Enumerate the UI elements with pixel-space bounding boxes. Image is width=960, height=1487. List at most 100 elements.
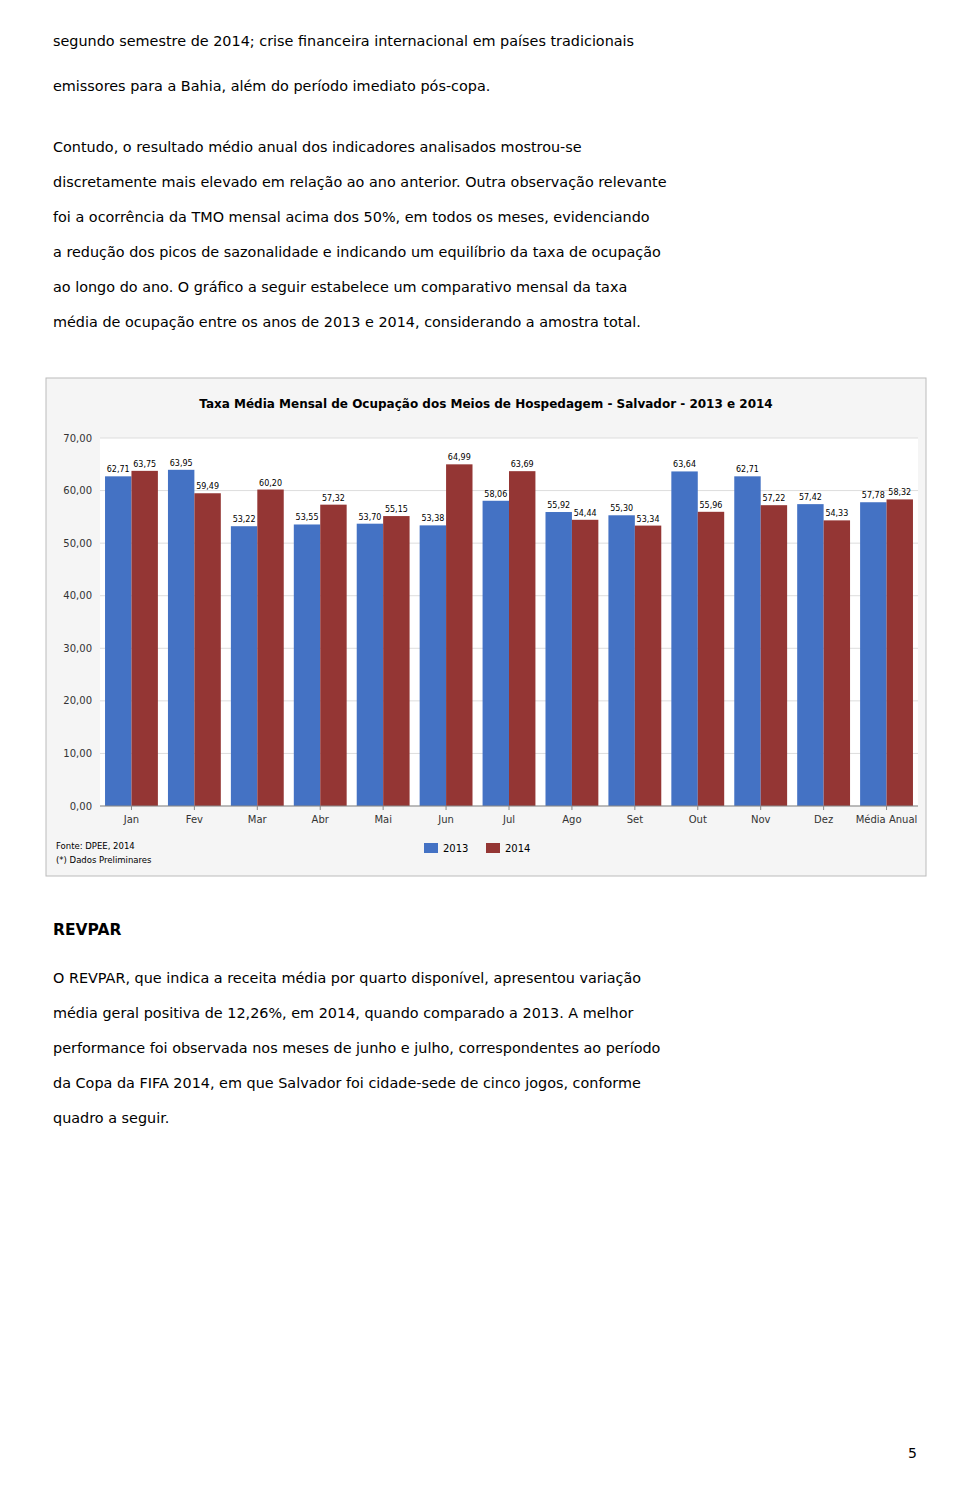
- body-text: foi a ocorrência da TMO mensal acima dos…: [53, 209, 650, 225]
- x-tick: [320, 806, 321, 810]
- x-tick: [634, 806, 635, 810]
- body-text: quadro a seguir.: [53, 1110, 169, 1126]
- data-label: 62,71: [107, 465, 130, 474]
- x-tick: [823, 806, 824, 810]
- section-heading: REVPAR: [53, 921, 121, 939]
- page-number: 5: [908, 1445, 917, 1461]
- bar: [483, 501, 509, 806]
- page: segundo semestre de 2014; crise financei…: [0, 0, 960, 1487]
- data-label: 57,78: [862, 491, 885, 500]
- data-label: 53,70: [358, 513, 381, 522]
- y-tick-label: 50,00: [63, 538, 92, 549]
- data-label: 55,30: [610, 504, 633, 513]
- y-tick-label: 10,00: [63, 748, 92, 759]
- plot-area: [100, 438, 918, 806]
- y-tick-label: 70,00: [63, 433, 92, 444]
- y-tick-label: 20,00: [63, 695, 92, 706]
- legend-swatch: [486, 843, 500, 853]
- x-tick: [509, 806, 510, 810]
- body-text: ao longo do ano. O gráfico a seguir esta…: [53, 279, 627, 295]
- bar: [797, 504, 823, 806]
- body-text: discretamente mais elevado em relação ao…: [53, 174, 667, 190]
- data-label: 59,49: [196, 482, 219, 491]
- x-tick: [446, 806, 447, 810]
- x-tick-label: Mar: [248, 814, 268, 825]
- x-tick: [383, 806, 384, 810]
- x-tick: [257, 806, 258, 810]
- legend-swatch: [424, 843, 438, 853]
- x-tick-label: Set: [627, 814, 644, 825]
- y-tick-label: 30,00: [63, 643, 92, 654]
- bar: [105, 476, 131, 806]
- bar: [357, 524, 383, 806]
- legend-label: 2014: [505, 843, 530, 854]
- data-label: 54,33: [825, 509, 848, 518]
- body-text: da Copa da FIFA 2014, em que Salvador fo…: [53, 1075, 641, 1091]
- x-tick: [131, 806, 132, 810]
- bar: [671, 471, 697, 806]
- data-label: 62,71: [736, 465, 759, 474]
- bar: [420, 525, 446, 806]
- x-tick: [194, 806, 195, 810]
- bar: [294, 524, 320, 806]
- grid-line: [100, 438, 918, 439]
- data-label: 54,44: [574, 509, 597, 518]
- body-text: média de ocupação entre os anos de 2013 …: [53, 314, 641, 330]
- data-label: 57,32: [322, 494, 345, 503]
- y-tick-label: 60,00: [63, 485, 92, 496]
- body-text: O REVPAR, que indica a receita média por…: [53, 970, 641, 986]
- bar: [383, 516, 409, 806]
- bar: [860, 502, 886, 806]
- x-tick-label: Abr: [312, 814, 330, 825]
- x-tick-label: Jan: [123, 814, 139, 825]
- data-label: 63,75: [133, 460, 156, 469]
- bar: [131, 471, 157, 806]
- x-tick: [697, 806, 698, 810]
- bar: [320, 505, 346, 806]
- data-label: 55,96: [700, 501, 723, 510]
- body-text: emissores para a Bahia, além do período …: [53, 78, 490, 94]
- x-tick: [886, 806, 887, 810]
- data-label: 64,99: [448, 453, 471, 462]
- x-tick-label: Jul: [502, 814, 515, 825]
- bar: [608, 515, 634, 806]
- chart-title: Taxa Média Mensal de Ocupação dos Meios …: [199, 397, 772, 411]
- source-note: (*) Dados Preliminares: [56, 855, 152, 865]
- x-tick-label: Nov: [751, 814, 771, 825]
- data-labels: 62,7163,9553,2253,5553,7053,3858,0655,92…: [107, 453, 911, 524]
- data-label: 60,20: [259, 479, 282, 488]
- x-tick-label: Jun: [437, 814, 454, 825]
- bar: [734, 476, 760, 806]
- data-label: 55,15: [385, 505, 408, 514]
- x-tick: [760, 806, 761, 810]
- data-label: 53,22: [233, 515, 256, 524]
- bar: [446, 464, 472, 806]
- legend-label: 2013: [443, 843, 468, 854]
- body-text: performance foi observada nos meses de j…: [53, 1040, 661, 1056]
- bar: [545, 512, 571, 806]
- y-tick-label: 0,00: [70, 801, 92, 812]
- bars: [105, 464, 913, 806]
- data-label: 55,92: [547, 501, 570, 510]
- x-tick-label: Out: [689, 814, 707, 825]
- x-tick: [571, 806, 572, 810]
- bar: [761, 505, 787, 806]
- y-tick-label: 40,00: [63, 590, 92, 601]
- data-label: 53,55: [296, 513, 319, 522]
- bar: [572, 520, 598, 806]
- bar: [887, 499, 913, 806]
- data-label: 53,34: [637, 515, 660, 524]
- body-text: média geral positiva de 12,26%, em 2014,…: [53, 1005, 634, 1021]
- bar: [509, 471, 535, 806]
- data-label: 58,06: [484, 490, 507, 499]
- bar: [168, 470, 194, 806]
- data-label: 63,69: [511, 460, 534, 469]
- body-text: segundo semestre de 2014; crise financei…: [53, 33, 634, 49]
- data-label: 63,95: [170, 459, 193, 468]
- body-text: Contudo, o resultado médio anual dos ind…: [53, 139, 582, 155]
- bar: [698, 512, 724, 806]
- bar: [194, 493, 220, 806]
- body-text: a redução dos picos de sazonalidade e in…: [53, 244, 661, 260]
- bar: [231, 526, 257, 806]
- x-tick-label: Ago: [562, 814, 581, 825]
